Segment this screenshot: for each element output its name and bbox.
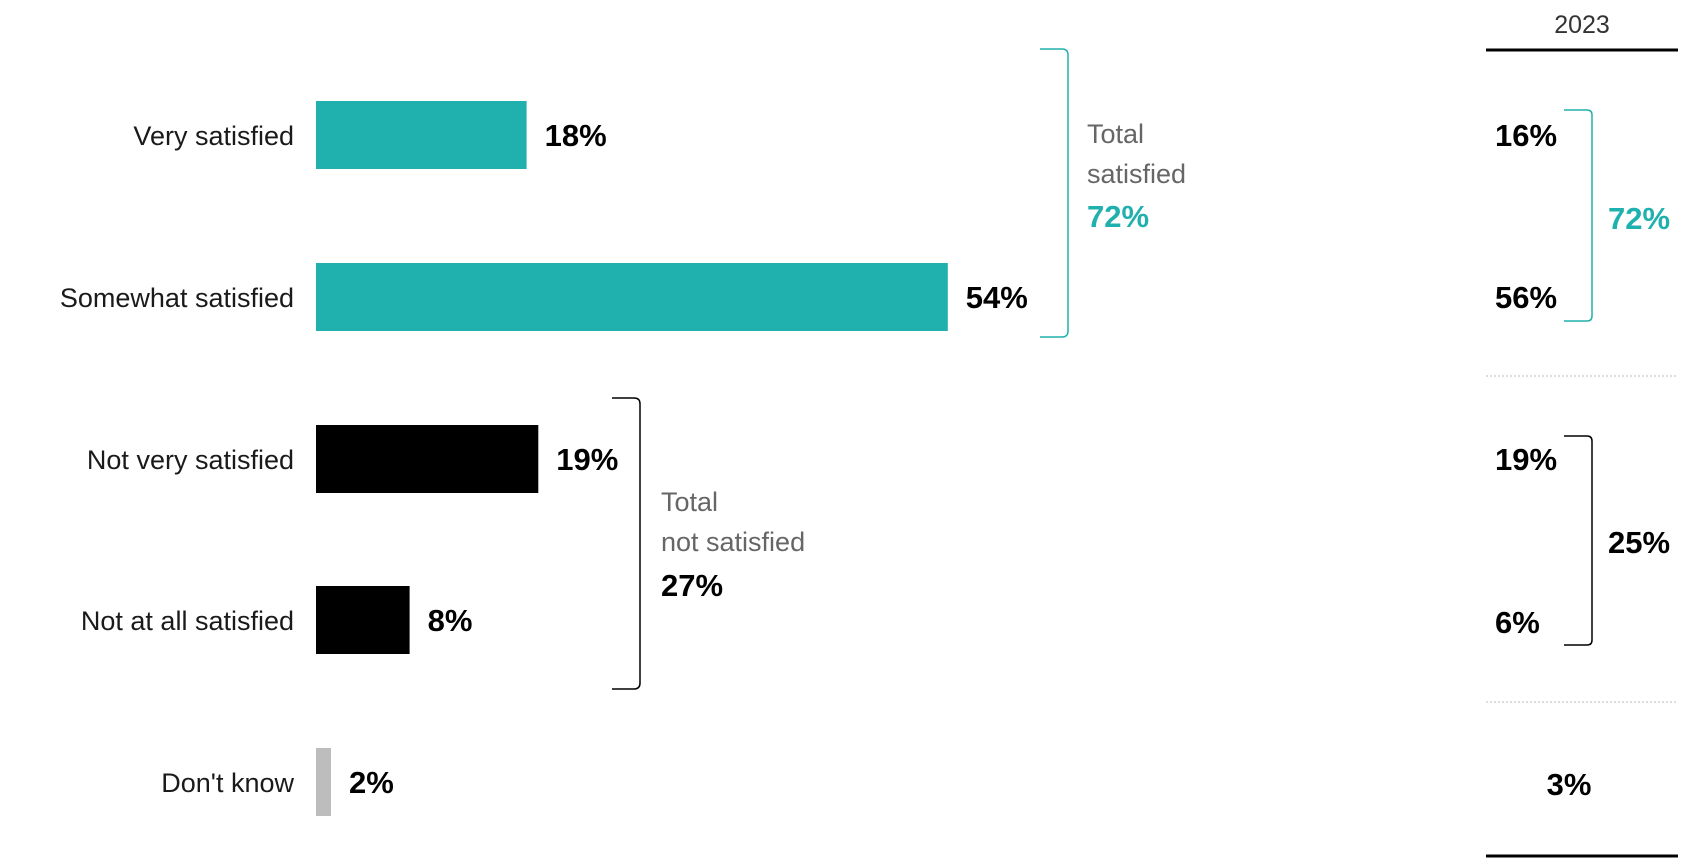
category-label: Don't know <box>161 768 294 798</box>
group-label-line: not satisfied <box>661 527 805 557</box>
bar-not-very-satisfied <box>316 425 539 493</box>
group-total: 72% <box>1087 199 1149 234</box>
comparison-value: 56% <box>1495 280 1557 315</box>
category-label: Somewhat satisfied <box>60 283 294 313</box>
bar-not-at-all-satisfied <box>316 586 410 654</box>
category-label: Not very satisfied <box>87 445 294 475</box>
category-label: Not at all satisfied <box>81 606 294 636</box>
value-label: 2% <box>349 765 394 800</box>
comparison-header: 2023 <box>1554 11 1610 39</box>
group-bracket <box>612 397 641 690</box>
bar-don-t-know <box>316 748 331 816</box>
comparison-group-total: 72% <box>1608 201 1670 236</box>
group-label-line: Total <box>1087 119 1144 149</box>
group-label-line: Total <box>661 487 718 517</box>
comparison-value: 19% <box>1495 442 1557 477</box>
value-label: 8% <box>428 603 473 638</box>
group-total: 27% <box>661 568 723 603</box>
group-label-line: satisfied <box>1087 159 1186 189</box>
comparison-value: 16% <box>1495 118 1557 153</box>
bar-very-satisfied <box>316 101 527 169</box>
value-label: 18% <box>545 118 607 153</box>
group-bracket <box>1040 48 1069 338</box>
value-label: 54% <box>966 280 1028 315</box>
category-label: Very satisfied <box>133 121 294 151</box>
comparison-bracket <box>1564 109 1593 322</box>
comparison-bracket <box>1564 435 1593 646</box>
value-label: 19% <box>556 442 618 477</box>
comparison-value: 6% <box>1495 605 1540 640</box>
comparison-value: 3% <box>1547 767 1592 802</box>
comparison-group-total: 25% <box>1608 525 1670 560</box>
bar-somewhat-satisfied <box>316 263 948 331</box>
